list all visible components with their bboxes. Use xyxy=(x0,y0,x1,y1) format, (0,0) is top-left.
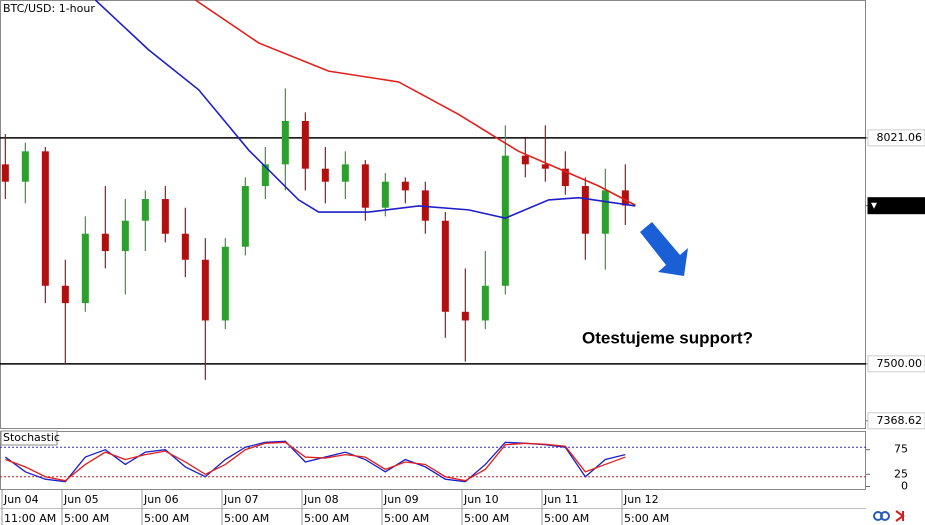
candle-body xyxy=(81,233,89,304)
y-tick-label: 25 xyxy=(894,467,908,480)
main-panel xyxy=(0,0,866,429)
candle-body xyxy=(361,164,369,208)
price-marker xyxy=(871,202,877,209)
moving-average xyxy=(194,0,636,206)
x-tick-time: 5:00 AM xyxy=(144,512,189,525)
stoch-title: Stochastic xyxy=(3,431,60,444)
candle-body xyxy=(41,151,49,286)
candle-body xyxy=(141,199,149,221)
candle-body xyxy=(561,168,569,187)
candle-body xyxy=(621,190,629,206)
arrow xyxy=(640,222,688,276)
candle-body xyxy=(241,186,249,247)
y-tick-box xyxy=(867,355,925,373)
y-tick-label: 7500.00 xyxy=(877,357,923,370)
candle-body xyxy=(321,168,329,182)
y-tick-box xyxy=(867,197,925,215)
candle-body xyxy=(201,259,209,321)
x-tick-time: 5:00 AM xyxy=(544,512,589,525)
candle-body xyxy=(441,220,449,312)
stoch-line xyxy=(5,441,626,482)
x-tick-time: 5:00 AM xyxy=(224,512,269,525)
x-tick-time: 5:00 AM xyxy=(624,512,669,525)
candle-body xyxy=(381,181,389,208)
candle-body xyxy=(101,233,109,252)
candle-body xyxy=(261,164,269,187)
x-tick-label: Jun 09 xyxy=(383,493,419,506)
candle-body xyxy=(221,246,229,321)
candle-body xyxy=(281,120,289,165)
x-tick-label: Jun 05 xyxy=(63,493,99,506)
x-tick-time: 5:00 AM xyxy=(384,512,429,525)
x-tick-label: Jun 12 xyxy=(623,493,659,506)
toolbar-icons xyxy=(873,510,905,522)
candle-body xyxy=(301,120,309,169)
candle-body xyxy=(521,155,529,165)
y-tick-label: 75 xyxy=(894,443,908,456)
x-tick-label: Jun 11 xyxy=(543,493,579,506)
candle-body xyxy=(421,190,429,221)
candle-body xyxy=(21,151,29,182)
stoch-panel xyxy=(0,431,866,490)
annotation: Otestujeme support? xyxy=(582,328,753,347)
x-tick-label: Jun 07 xyxy=(223,493,259,506)
candle-body xyxy=(1,164,9,182)
x-tick-label: Jun 10 xyxy=(463,493,499,506)
candle-body xyxy=(181,233,189,260)
y-tick-box xyxy=(867,129,925,147)
y-tick-label: 7864.66 xyxy=(877,199,923,212)
candle-body xyxy=(161,199,169,234)
candle-body xyxy=(341,164,349,182)
y-tick-label: 0 xyxy=(901,480,908,493)
x-tick-label: Jun 08 xyxy=(303,493,339,506)
chart-title: BTC/USD: 1-hour xyxy=(3,2,95,15)
candle-body xyxy=(601,190,609,234)
y-tick-label: 7368.62 xyxy=(877,414,923,427)
x-tick-time: 5:00 AM xyxy=(304,512,349,525)
x-tick-time: 5:00 AM xyxy=(464,512,509,525)
x-tick-time: 5:00 AM xyxy=(64,512,109,525)
y-tick-box xyxy=(867,412,925,430)
candle-body xyxy=(461,311,469,321)
candle-body xyxy=(61,285,69,304)
x-tick-time: 11:00 AM xyxy=(4,512,56,525)
candle-body xyxy=(481,285,489,321)
candle-body xyxy=(501,155,509,286)
candle-body xyxy=(401,181,409,191)
x-tick-label: Jun 06 xyxy=(143,493,179,506)
y-tick-label: 8021.06 xyxy=(877,131,923,144)
candle-body xyxy=(121,220,129,252)
candle-body xyxy=(541,164,549,169)
candle-body xyxy=(581,186,589,234)
stoch-title-box xyxy=(0,430,58,446)
x-tick-label: Jun 04 xyxy=(3,493,39,506)
moving-average xyxy=(94,0,636,219)
